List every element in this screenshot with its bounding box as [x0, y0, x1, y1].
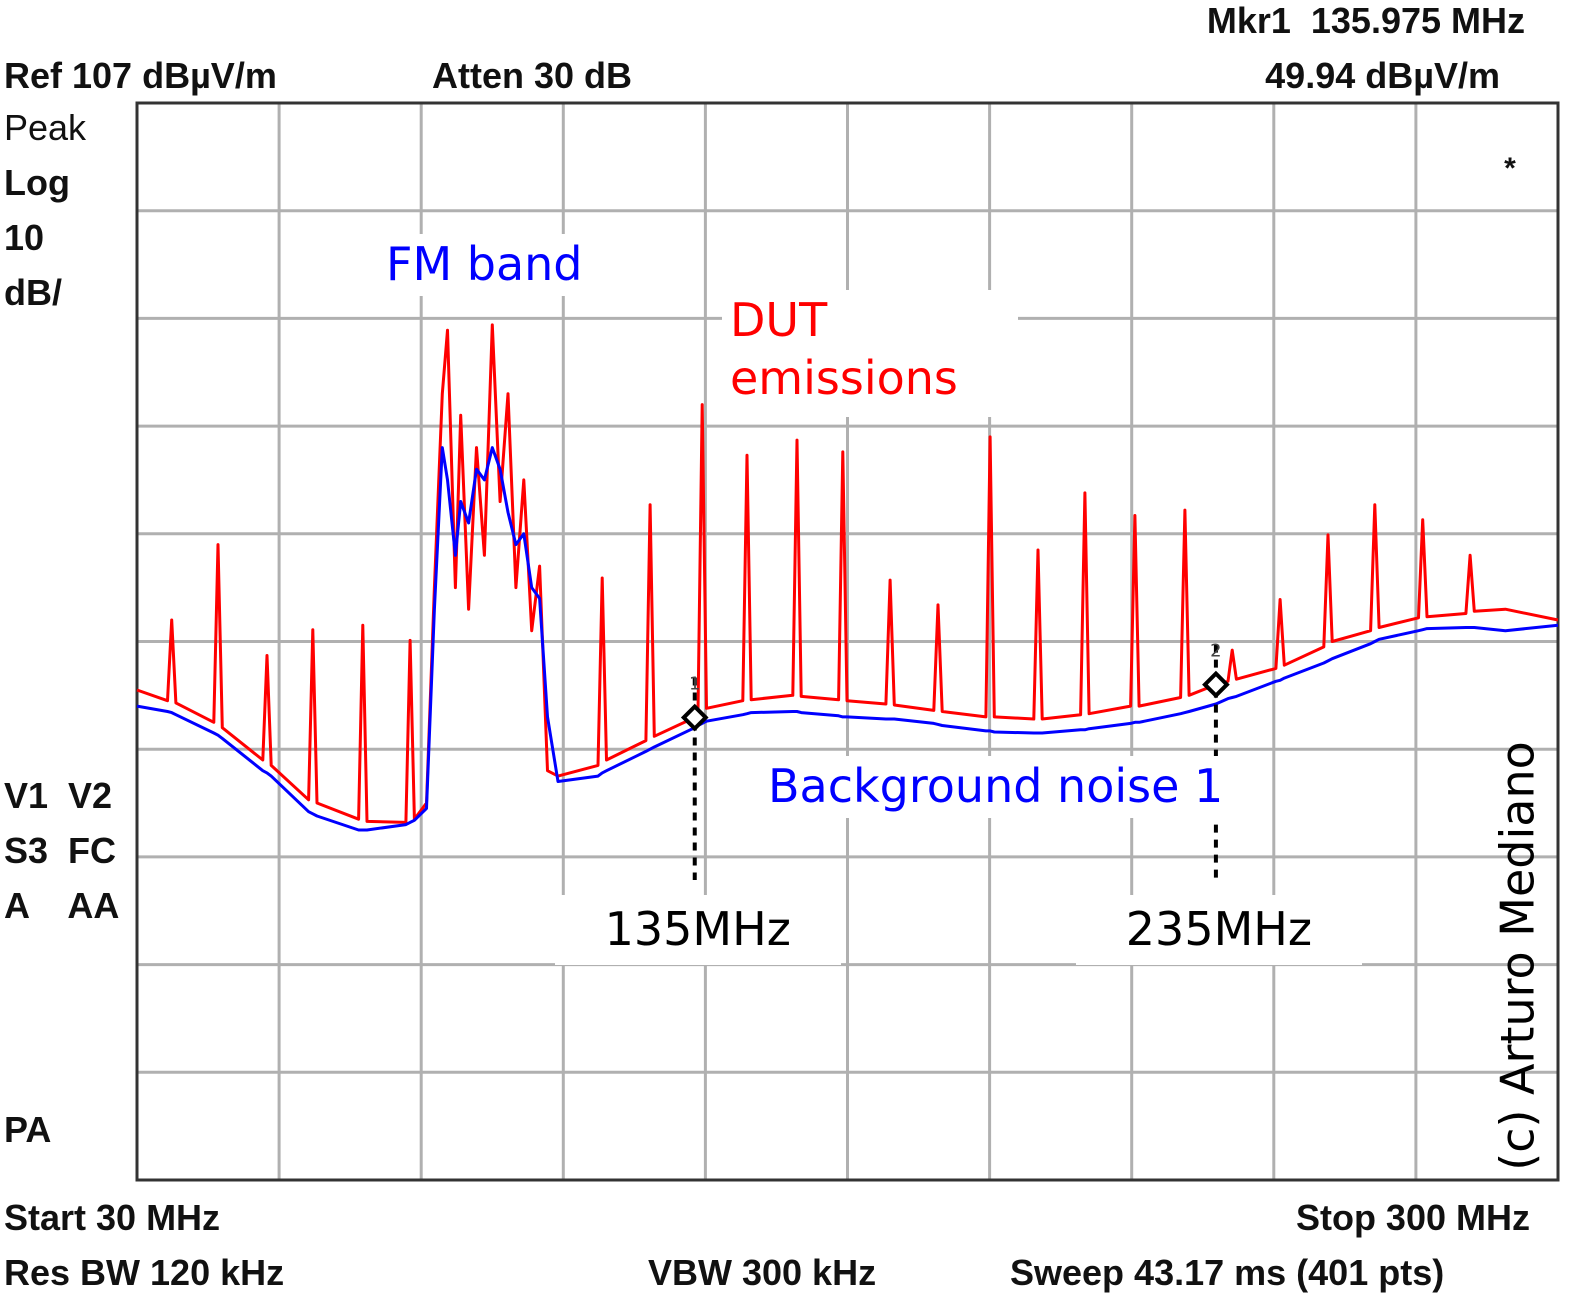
- marker-frequency: Mkr1 135.975 MHz: [1207, 0, 1525, 41]
- side-label: Log: [4, 162, 70, 203]
- ref-level: Ref 107 dBµV/m: [4, 55, 277, 96]
- plot-frame: [135, 101, 1560, 1182]
- side-label: S3 FC: [4, 830, 116, 871]
- sweep: Sweep 43.17 ms (401 pts): [1010, 1252, 1444, 1293]
- flag: *: [1504, 152, 1516, 185]
- trace-line: [136, 446, 1559, 832]
- marker-number: 2: [1210, 641, 1221, 662]
- marker-diamond: [680, 703, 709, 732]
- dut-label: DUT emissions: [722, 290, 1018, 417]
- side-label: A AA: [4, 885, 119, 926]
- resolution-bandwidth: Res BW 120 kHz: [4, 1252, 284, 1293]
- side-label: 10: [4, 217, 44, 258]
- side-label: dB/: [4, 272, 62, 313]
- fm-band-label: FM band: [378, 234, 591, 296]
- attenuation: Atten 30 dB: [432, 55, 632, 96]
- marker-number: 1: [689, 674, 700, 695]
- background-label: Background noise 1: [760, 756, 1244, 818]
- trace-line: [136, 323, 1559, 824]
- side-label: V1 V2: [4, 775, 112, 816]
- marker-annotation: 135MHz: [554, 895, 841, 965]
- marker-annotation: 235MHz: [1075, 895, 1362, 965]
- video-bandwidth: VBW 300 kHz: [648, 1252, 876, 1293]
- marker-level: 49.94 dBµV/m: [1265, 55, 1500, 96]
- side-label: PA: [4, 1109, 51, 1150]
- marker-diamond: [1202, 670, 1230, 699]
- side-label: Peak: [4, 107, 87, 148]
- copyright: (c) Arturo Mediano: [1490, 741, 1545, 1171]
- stop-frequency: Stop 300 MHz: [1296, 1197, 1530, 1238]
- start-frequency: Start 30 MHz: [4, 1197, 220, 1238]
